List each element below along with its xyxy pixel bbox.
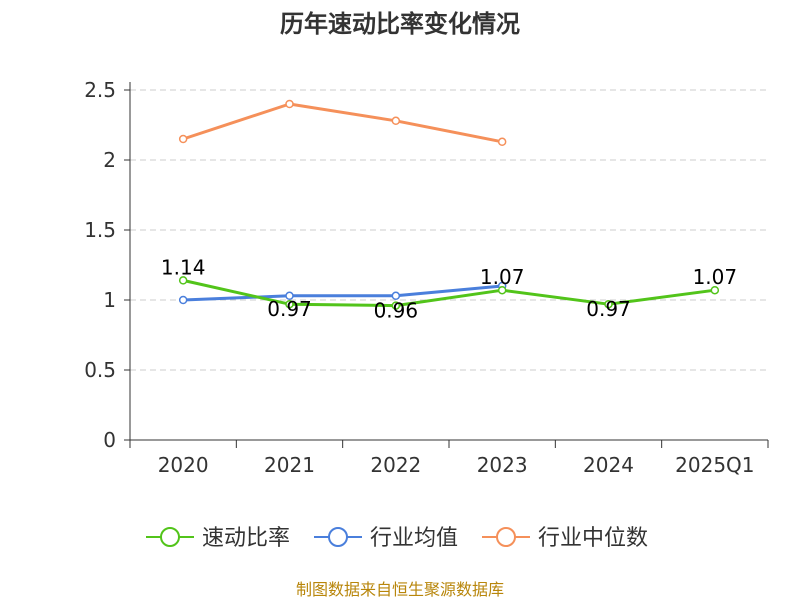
data-label: 0.97 (267, 297, 312, 321)
data-point (178, 134, 188, 144)
y-tick-label: 1 (103, 288, 116, 312)
series-line (182, 102, 503, 144)
legend: 速动比率 行业均值 行业中位数 (146, 526, 648, 551)
data-point (710, 285, 720, 295)
x-tick-label: 2020 (158, 453, 209, 477)
axes (124, 82, 769, 448)
source-note: 制图数据来自恒生聚源数据库 (296, 580, 504, 599)
data-label: 1.14 (161, 255, 206, 279)
data-point (604, 299, 613, 309)
data-label: 0.96 (374, 299, 419, 323)
data-point (285, 299, 294, 309)
x-tick-label: 2025Q1 (675, 453, 754, 477)
y-tick-label: 2.5 (84, 78, 116, 102)
data-point (391, 116, 401, 126)
legend-marker (496, 527, 516, 547)
chart-title: 历年速动比率变化情况 (280, 10, 520, 38)
data-label: 1.07 (693, 265, 738, 289)
legend-marker (160, 527, 180, 547)
legend-label: 行业中位数 (538, 526, 648, 551)
series-line (182, 278, 716, 308)
series-line (183, 284, 503, 302)
legend-label: 速动比率 (202, 526, 290, 551)
data-label: 0.97 (586, 297, 631, 321)
legend-label: 行业均值 (370, 526, 458, 551)
data-point (285, 99, 294, 109)
x-tick-label: 2023 (477, 453, 528, 477)
y-tick-label: 0.5 (84, 358, 116, 382)
grid-lines (130, 89, 768, 371)
series-lines (182, 102, 716, 308)
x-tick-label: 2024 (583, 453, 634, 477)
data-point (178, 276, 188, 285)
data-point (391, 291, 401, 301)
data-point (391, 301, 401, 310)
x-tick-label: 2021 (264, 453, 315, 477)
data-point (178, 295, 188, 305)
y-tick-label: 1.5 (84, 218, 116, 242)
data-label: 1.07 (480, 265, 525, 289)
data-point (497, 137, 507, 147)
data-labels: 1.14 0.97 0.96 1.07 0.97 1.07 (161, 255, 737, 322)
legend-marker (328, 527, 348, 547)
y-tick-labels: 0 0.5 1 1.5 2 2.5 (84, 78, 116, 452)
series-points (178, 99, 720, 310)
y-tick-label: 2 (103, 148, 116, 172)
x-tick-labels: 2020 2021 2022 2023 2024 2025Q1 (158, 453, 755, 477)
y-tick-label: 0 (103, 428, 116, 452)
x-tick-label: 2022 (370, 453, 421, 477)
data-point (497, 285, 507, 295)
data-point (285, 291, 294, 301)
